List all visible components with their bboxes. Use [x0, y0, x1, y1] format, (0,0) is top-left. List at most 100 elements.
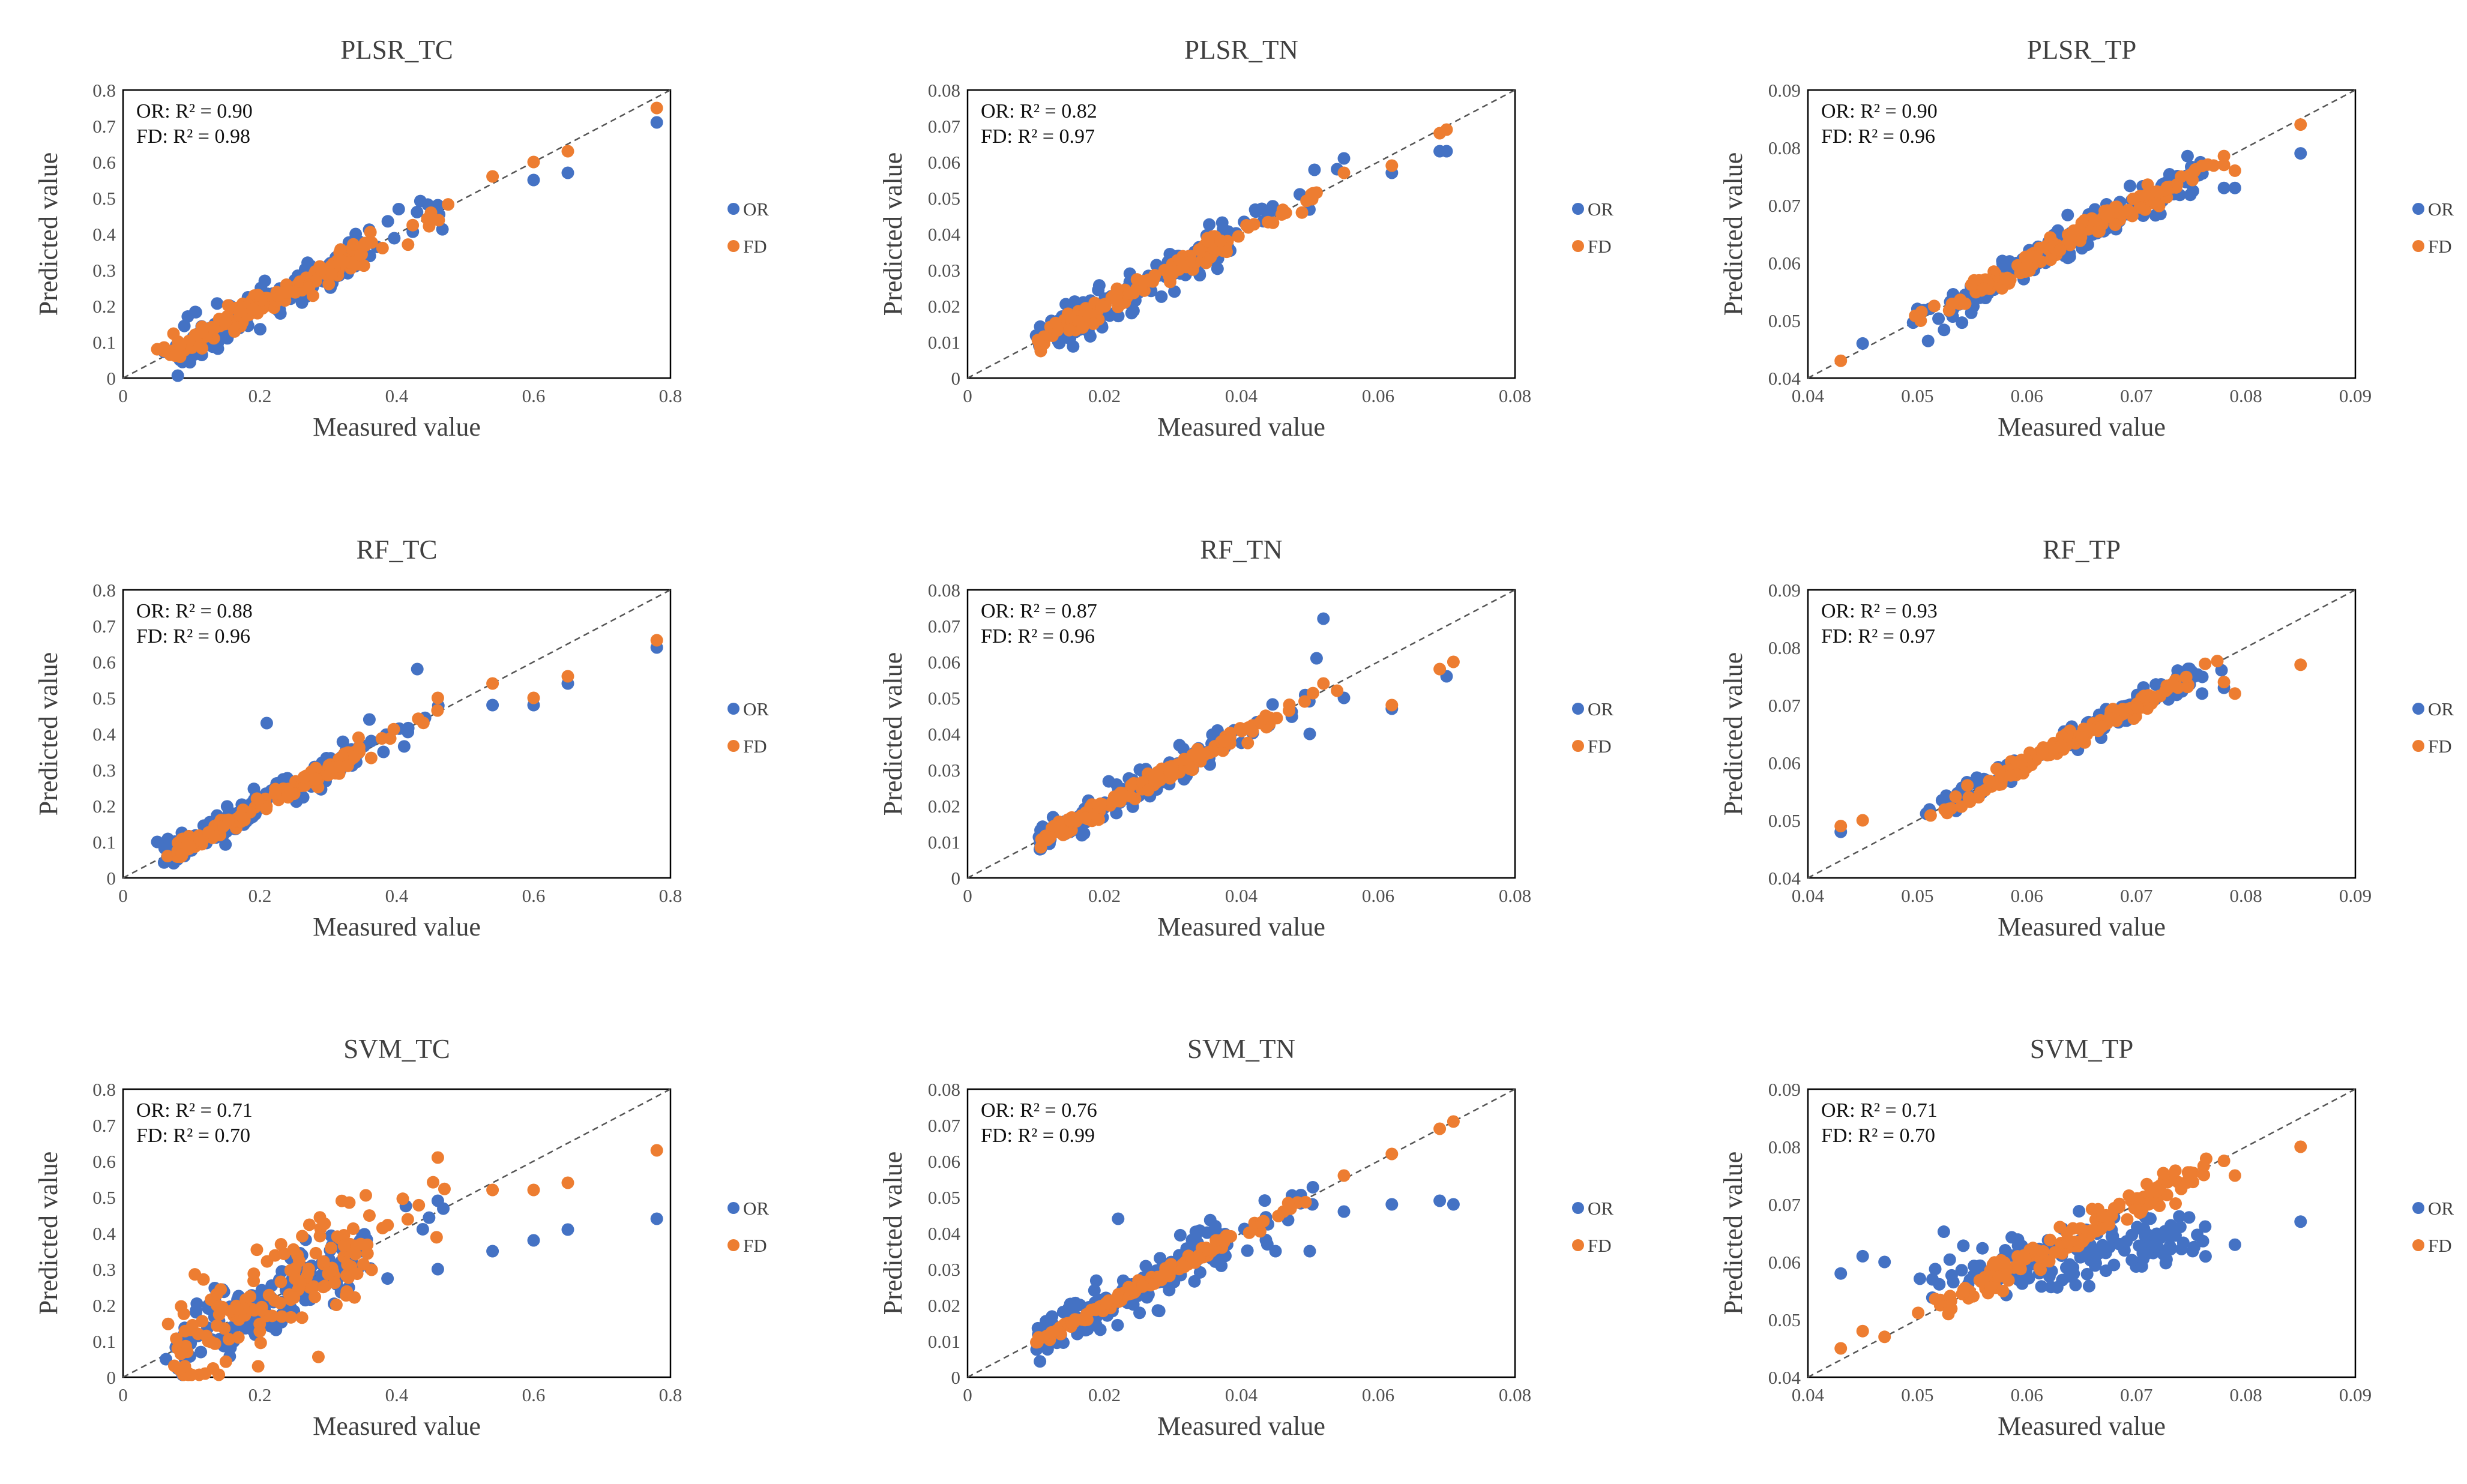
data-point-fd [1272, 1209, 1285, 1222]
y-tick-label: 0.07 [1768, 195, 1801, 216]
data-point-or [1203, 218, 1216, 231]
y-tick-label: 0.08 [928, 80, 960, 101]
data-point-fd [175, 848, 188, 861]
data-point-fd [1064, 814, 1077, 827]
data-point-or [1089, 1274, 1103, 1287]
legend-marker-fd [727, 740, 739, 752]
legend-label-or: OR [2428, 698, 2454, 719]
data-point-fd [2061, 1235, 2074, 1248]
data-point-fd [346, 1222, 360, 1235]
data-point-fd [1283, 704, 1296, 717]
data-point-fd [1178, 1260, 1191, 1273]
y-tick-label: 0.2 [92, 296, 116, 317]
data-point-or [1303, 1245, 1316, 1258]
data-point-fd [1995, 769, 2008, 783]
r2-annotation-fd: FD: R² = 0.96 [1821, 125, 1935, 148]
data-point-fd [284, 1264, 297, 1277]
x-tick-label: 0.8 [659, 885, 682, 906]
data-point-fd [1220, 1229, 1234, 1242]
data-point-fd [1914, 314, 1927, 327]
chart-panel-svm-tc: SVM_TC 0 0.1 0.2 0.3 0.4 0.5 0.6 0.7 0.8 0 0.2 0.4 0.… [34, 1034, 769, 1441]
data-point-fd [1924, 809, 1937, 822]
r2-annotation-fd: FD: R² = 0.96 [136, 625, 250, 647]
data-point-fd [1068, 1313, 1082, 1326]
y-tick-label: 0.7 [92, 116, 116, 137]
data-point-fd [161, 850, 174, 863]
data-point-fd [324, 1242, 337, 1255]
y-tick-label: 0 [107, 368, 116, 389]
y-tick-label: 0.1 [92, 1331, 116, 1352]
data-point-or [2186, 1245, 2199, 1258]
data-point-or [1957, 1239, 1970, 1252]
data-point-fd [1984, 1281, 1998, 1294]
data-point-or [1255, 202, 1268, 215]
x-tick-label: 0.05 [1901, 1384, 1933, 1405]
data-point-or [2164, 1243, 2177, 1256]
data-point-fd [361, 1238, 374, 1251]
data-point-fd [2151, 1185, 2164, 1198]
data-point-or [2182, 1211, 2196, 1224]
y-tick-label: 0.8 [92, 580, 116, 601]
x-axis-label: Measured value [313, 912, 481, 942]
data-point-or [2143, 1212, 2157, 1225]
data-point-fd [2034, 1263, 2047, 1276]
data-point-or [2011, 1239, 2025, 1252]
data-point-or [411, 205, 424, 218]
data-point-or [2107, 1258, 2121, 1272]
data-point-fd [1201, 235, 1214, 248]
data-point-fd [211, 1319, 224, 1332]
x-tick-label: 0.08 [2229, 385, 2262, 406]
chart-title: SVM_TC [343, 1034, 450, 1064]
data-point-fd [351, 1267, 364, 1281]
data-point-fd [1137, 274, 1150, 287]
data-point-or [2217, 181, 2231, 194]
x-tick-label: 0.4 [385, 385, 409, 406]
y-tick-label: 0.1 [92, 832, 116, 853]
data-point-fd [161, 1317, 175, 1330]
data-point-fd [1095, 299, 1109, 313]
data-point-or [1209, 1219, 1222, 1233]
x-tick-label: 0.06 [1362, 1384, 1394, 1405]
chart-panel-rf-tp: RF_TP 0.04 0.05 0.06 0.07 0.08 0.09 0.04 0.05 0.0… [1718, 535, 2454, 942]
data-point-or [2137, 1222, 2151, 1236]
y-tick-label: 0.07 [1768, 695, 1801, 716]
data-point-or [1266, 698, 1279, 711]
data-point-fd [275, 1310, 288, 1323]
data-point-or [1112, 1212, 1125, 1225]
data-point-or [2186, 184, 2199, 197]
y-tick-label: 0.09 [1768, 580, 1801, 601]
data-point-fd [2166, 678, 2179, 691]
data-point-fd [561, 145, 574, 158]
legend-label-or: OR [2428, 199, 2454, 220]
legend-label-or: OR [2428, 1198, 2454, 1219]
data-point-fd [650, 101, 663, 115]
data-point-fd [255, 1303, 268, 1317]
data-point-or [1856, 337, 1869, 350]
data-point-fd [431, 1151, 444, 1164]
data-point-fd [174, 1347, 187, 1360]
r2-annotation-or: OR: R² = 0.76 [981, 1099, 1097, 1122]
data-point-fd [247, 1275, 261, 1288]
data-point-fd [352, 740, 366, 754]
data-point-fd [274, 1275, 288, 1288]
legend-label-fd: FD [1588, 736, 1612, 757]
data-point-fd [2217, 1155, 2231, 1168]
y-tick-label: 0.1 [92, 332, 116, 353]
data-point-fd [1110, 293, 1124, 307]
data-point-fd [1257, 1215, 1270, 1228]
data-point-or [1193, 1266, 1206, 1279]
data-point-fd [1447, 1115, 1460, 1128]
data-point-fd [250, 792, 264, 805]
x-tick-label: 0.06 [1362, 385, 1394, 406]
legend-label-fd: FD [2428, 236, 2452, 257]
data-point-or [211, 297, 224, 310]
data-point-or [190, 1297, 203, 1310]
x-tick-label: 0.2 [249, 885, 272, 906]
data-point-fd [2133, 201, 2146, 214]
legend-marker-or [727, 1202, 739, 1214]
data-point-or [1127, 304, 1140, 317]
data-point-fd [317, 1281, 330, 1294]
data-point-or [1092, 283, 1105, 296]
data-point-fd [312, 1350, 325, 1363]
legend-marker-fd [1572, 240, 1584, 252]
